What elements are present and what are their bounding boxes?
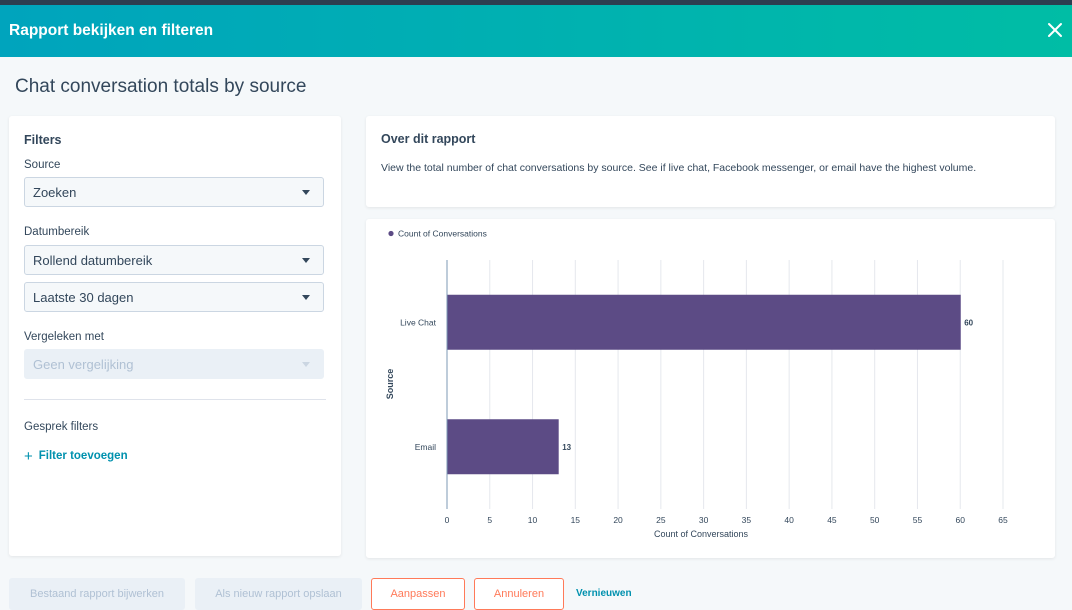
x-tick-label: 65 — [998, 515, 1008, 525]
chevron-down-icon — [302, 190, 310, 195]
x-tick-label: 15 — [571, 515, 581, 525]
about-heading: Over dit rapport — [381, 132, 476, 146]
bar-chart: Count of Conversations 0 5 10 15 20 25 30 35 40 45… — [385, 229, 1008, 540]
plus-icon: + — [24, 447, 33, 465]
source-label: Source — [24, 159, 61, 171]
date-type-select-value: Rollend datumbereik — [33, 252, 153, 268]
x-tick-label: 10 — [528, 515, 538, 525]
add-filter-button[interactable]: + Filter toevoegen — [24, 447, 128, 465]
add-filter-label: Filter toevoegen — [38, 450, 128, 462]
source-select-value: Zoeken — [33, 184, 77, 200]
filters-panel: Filters Source Zoeken Datumbereik Rollen… — [9, 116, 341, 556]
y-tick-label: Live Chat — [400, 317, 437, 327]
compare-select-value: Geen vergelijking — [33, 356, 134, 372]
source-select[interactable]: Zoeken — [24, 177, 324, 207]
window-top-strip — [0, 0, 1072, 5]
x-tick-label: 30 — [699, 515, 709, 525]
x-tick-label: 45 — [827, 515, 837, 525]
chevron-down-icon — [302, 362, 310, 367]
x-tick-label: 5 — [487, 515, 492, 525]
modal-header: Rapport bekijken en filteren — [0, 5, 1072, 57]
y-tick-label: Email — [415, 442, 436, 452]
x-tick-label: 25 — [656, 515, 666, 525]
close-icon[interactable] — [1044, 19, 1066, 41]
update-existing-report-button: Bestaand rapport bijwerken — [9, 578, 185, 610]
data-label: 13 — [562, 443, 571, 452]
chevron-down-icon — [302, 295, 310, 300]
cancel-button[interactable]: Annuleren — [474, 578, 564, 610]
x-tick-label: 20 — [613, 515, 623, 525]
x-tick-label: 40 — [784, 515, 794, 525]
compare-label: Vergeleken met — [24, 331, 104, 343]
x-tick-label: 55 — [913, 515, 923, 525]
data-label: 60 — [964, 318, 973, 327]
about-report-panel: Over dit rapport View the total number o… — [366, 116, 1055, 207]
x-axis-title: Count of Conversations — [654, 529, 749, 539]
report-title: Chat conversation totals by source — [15, 76, 307, 97]
filters-heading: Filters — [24, 133, 62, 147]
x-tick-label: 50 — [870, 515, 880, 525]
chart-panel: Count of Conversations 0 5 10 15 20 25 30 35 40 45… — [366, 219, 1055, 558]
refresh-link[interactable]: Vernieuwen — [576, 588, 632, 599]
save-as-new-report-button: Als nieuw rapport opslaan — [195, 578, 362, 610]
y-axis-title: Source — [385, 369, 395, 400]
x-tick-label: 60 — [955, 515, 965, 525]
bar — [447, 294, 961, 350]
about-description: View the total number of chat conversati… — [381, 162, 977, 174]
date-range-select[interactable]: Laatste 30 dagen — [24, 282, 324, 312]
customize-button[interactable]: Aanpassen — [371, 578, 465, 610]
compare-select: Geen vergelijking — [24, 349, 324, 379]
legend-marker — [388, 230, 394, 237]
chevron-down-icon — [302, 258, 310, 263]
x-tick-label: 35 — [742, 515, 752, 525]
x-tick-label: 0 — [445, 515, 450, 525]
date-range-select-value: Laatste 30 dagen — [33, 289, 134, 305]
legend-label: Count of Conversations — [398, 229, 487, 239]
bar — [447, 419, 559, 475]
date-type-select[interactable]: Rollend datumbereik — [24, 245, 324, 275]
conversation-filters-label: Gesprek filters — [24, 421, 99, 433]
date-range-label: Datumbereik — [24, 226, 90, 238]
modal-title: Rapport bekijken en filteren — [9, 22, 214, 39]
divider — [24, 399, 326, 400]
